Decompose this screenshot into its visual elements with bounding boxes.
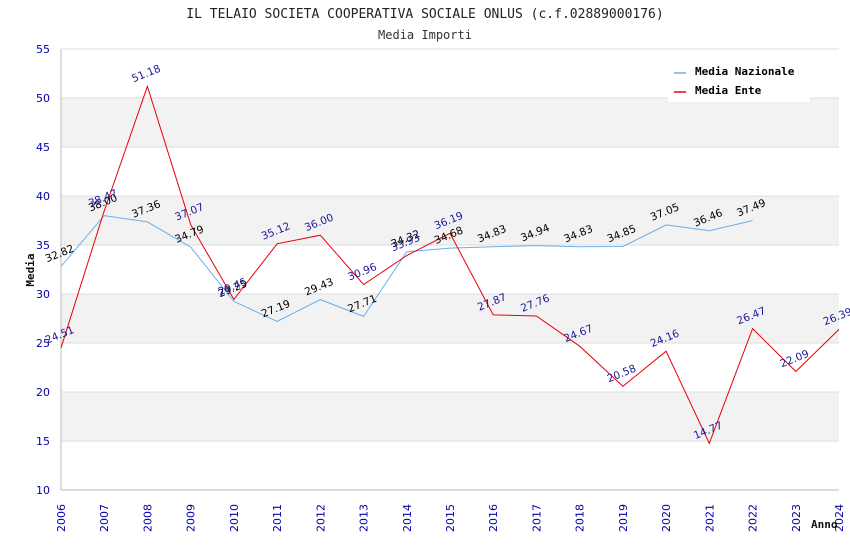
grid-bands — [61, 98, 839, 441]
x-tick-label: 2023 — [790, 504, 803, 532]
x-tick-label: 2010 — [228, 504, 241, 532]
y-tick-label: 35 — [36, 239, 50, 252]
y-tick-label: 15 — [36, 435, 50, 448]
data-label: 30.96 — [346, 261, 379, 284]
grid-band — [61, 98, 839, 147]
y-tick-label: 50 — [36, 92, 50, 105]
legend: Media Nazionale Media Ente — [668, 58, 810, 102]
x-tick-label: 2022 — [747, 504, 760, 532]
series-line-nazionale — [60, 215, 753, 323]
x-tick-label: 2012 — [314, 504, 327, 532]
series-lines — [60, 84, 840, 445]
x-tick-label: 2021 — [703, 504, 716, 532]
y-tick-label: 10 — [36, 484, 50, 497]
series-line-ente — [60, 84, 840, 445]
x-axis-ticks: 2006 2007 2008 2009 2010 2011 2012 2013 2014 2015… — [55, 504, 846, 532]
x-tick-label: 2018 — [574, 504, 587, 532]
y-tick-label: 45 — [36, 141, 50, 154]
grid-band — [61, 294, 839, 343]
data-label: 51.18 — [130, 63, 162, 85]
data-label: 20.58 — [606, 363, 638, 385]
legend-label-nazionale: Media Nazionale — [695, 65, 795, 78]
chart-subtitle: Media Importi — [378, 28, 472, 42]
legend-box — [668, 58, 810, 102]
x-tick-label: 2011 — [271, 504, 284, 532]
grid-band — [61, 392, 839, 441]
x-tick-label: 2007 — [98, 504, 111, 532]
grid-lines — [61, 48, 839, 491]
x-tick-label: 2020 — [660, 504, 673, 532]
x-tick-label: 2024 — [833, 504, 846, 532]
x-tick-label: 2006 — [55, 504, 68, 532]
data-label: 22.09 — [778, 348, 810, 370]
axes — [60, 49, 839, 491]
y-axis-ticks: 10 15 20 25 30 35 40 45 50 55 — [36, 43, 50, 497]
y-tick-label: 25 — [36, 337, 50, 350]
grid-band — [61, 196, 839, 245]
x-tick-label: 2014 — [401, 504, 414, 532]
x-tick-label: 2008 — [141, 504, 154, 532]
chart-title: IL TELAIO SOCIETA COOPERATIVA SOCIALE ON… — [186, 7, 663, 22]
x-tick-label: 2015 — [444, 504, 457, 532]
y-tick-label: 55 — [36, 43, 50, 56]
y-axis-label: Media — [24, 253, 37, 286]
y-tick-label: 40 — [36, 190, 50, 203]
x-tick-label: 2013 — [358, 504, 371, 532]
y-tick-label: 20 — [36, 386, 50, 399]
y-tick-label: 30 — [36, 288, 50, 301]
x-tick-label: 2017 — [530, 504, 543, 532]
x-tick-label: 2016 — [487, 504, 500, 532]
legend-label-ente: Media Ente — [695, 84, 762, 97]
x-tick-label: 2019 — [617, 504, 630, 532]
x-tick-label: 2009 — [185, 504, 198, 532]
x-axis-label: Anno — [811, 518, 838, 531]
